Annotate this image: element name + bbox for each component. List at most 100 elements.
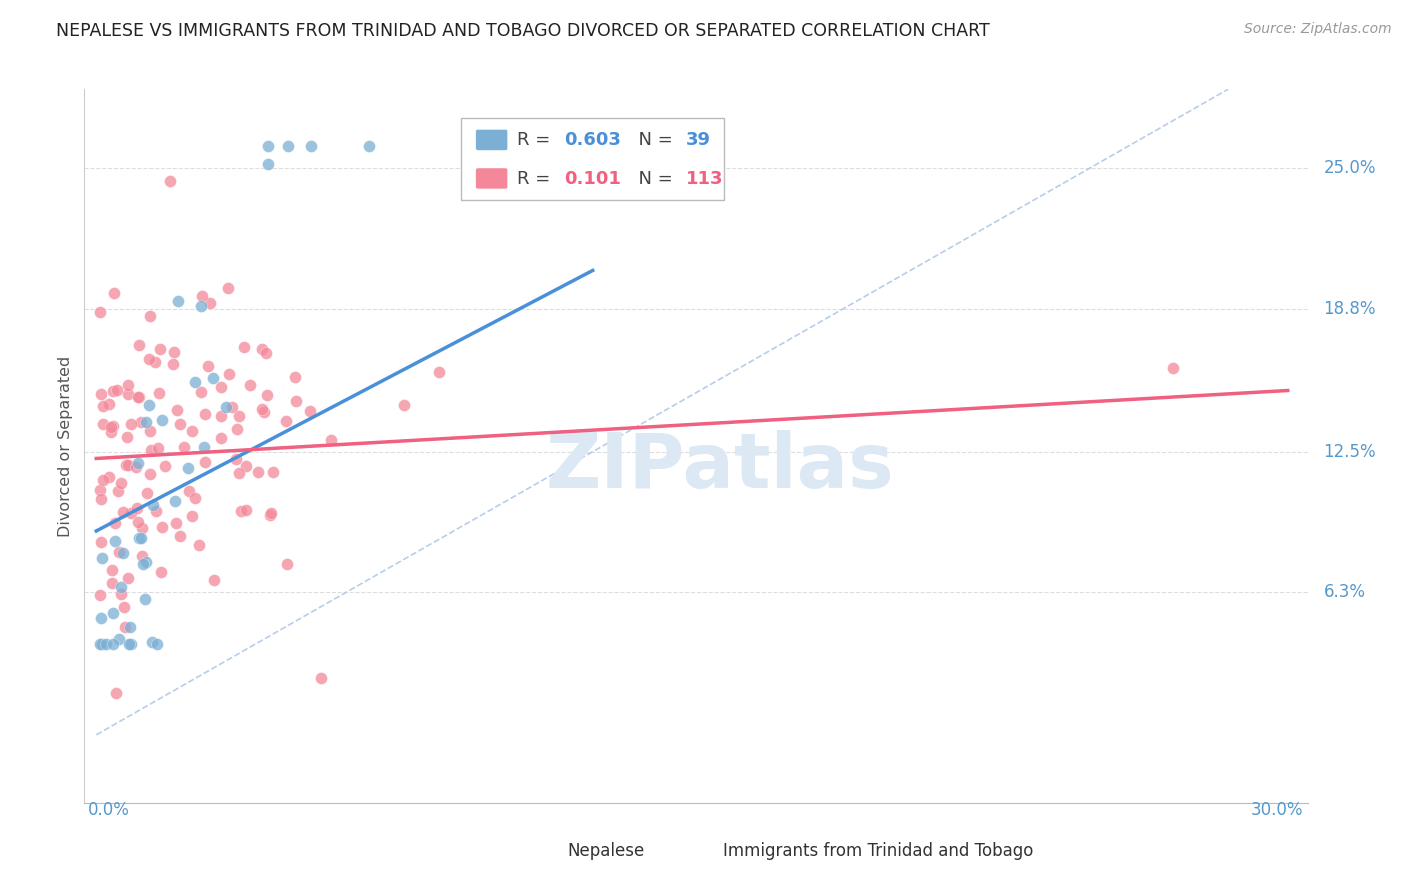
Point (103, 285, 125, 300)
Point (190, 385, 212, 400)
Point (309, 671, 332, 685)
FancyBboxPatch shape (675, 842, 707, 865)
Point (359, 138, 381, 153)
Point (166, 402, 188, 417)
Point (256, 388, 278, 402)
Point (112, 599, 135, 614)
Point (209, 431, 232, 445)
Point (250, 402, 273, 417)
Point (110, 580, 132, 594)
Point (276, 414, 298, 428)
Point (90, 535, 112, 549)
Text: 39: 39 (686, 131, 711, 149)
Point (225, 451, 247, 466)
Point (127, 390, 149, 404)
Point (162, 357, 184, 371)
Point (91, 473, 114, 487)
Point (117, 377, 139, 392)
Point (194, 455, 217, 469)
Point (142, 498, 165, 512)
Point (253, 405, 276, 419)
Point (89, 637, 111, 651)
Point (148, 385, 170, 400)
Text: Immigrants from Trinidad and Tobago: Immigrants from Trinidad and Tobago (723, 842, 1033, 860)
FancyBboxPatch shape (461, 118, 724, 200)
Point (112, 505, 135, 519)
Point (141, 442, 163, 457)
Point (299, 138, 322, 153)
Point (250, 342, 273, 356)
Text: 0.101: 0.101 (564, 170, 620, 188)
Point (198, 296, 221, 310)
Point (107, 483, 129, 498)
Point (131, 521, 153, 535)
Point (235, 502, 257, 516)
Point (233, 340, 256, 354)
Point (197, 359, 219, 373)
FancyBboxPatch shape (475, 129, 508, 151)
Point (100, 420, 122, 434)
Point (117, 571, 139, 585)
Point (150, 565, 173, 579)
Text: N =: N = (627, 131, 679, 149)
Text: Source: ZipAtlas.com: Source: ZipAtlas.com (1244, 22, 1392, 37)
Point (90, 611, 112, 625)
Point (139, 424, 162, 438)
Text: Nepalese: Nepalese (568, 842, 645, 860)
Point (202, 573, 225, 587)
Point (319, 433, 342, 447)
Point (173, 440, 195, 454)
Point (91, 417, 114, 431)
Point (277, 138, 299, 153)
Point (177, 461, 200, 475)
Point (110, 475, 132, 490)
Point (127, 516, 149, 530)
Point (108, 545, 131, 559)
Point (101, 563, 124, 577)
Point (103, 384, 125, 398)
Point (239, 378, 262, 392)
Point (159, 174, 181, 188)
Point (101, 637, 124, 651)
Point (131, 532, 153, 546)
Point (217, 281, 239, 295)
Point (254, 346, 277, 360)
Point (127, 456, 149, 470)
Point (107, 632, 129, 646)
Point (117, 430, 139, 444)
Point (259, 508, 281, 523)
Point (181, 424, 204, 438)
Point (135, 415, 157, 429)
Point (276, 557, 298, 571)
Point (90, 387, 112, 401)
FancyBboxPatch shape (522, 842, 554, 865)
Point (91, 399, 114, 413)
Point (166, 293, 188, 308)
Point (190, 299, 212, 313)
Text: 30.0%: 30.0% (1251, 800, 1303, 819)
Point (128, 531, 150, 545)
Text: R =: R = (517, 170, 562, 188)
Point (284, 370, 307, 384)
Point (201, 371, 224, 385)
Point (215, 400, 238, 414)
Point (148, 441, 170, 455)
Point (165, 493, 187, 508)
Point (134, 592, 156, 607)
Point (117, 386, 139, 401)
Point (131, 549, 153, 563)
Point (193, 440, 215, 454)
Y-axis label: Divorced or Separated: Divorced or Separated (58, 355, 73, 537)
Point (184, 375, 207, 389)
Point (183, 491, 205, 505)
Text: 18.8%: 18.8% (1323, 300, 1376, 318)
Text: NEPALESE VS IMMIGRANTS FROM TRINIDAD AND TOBAGO DIVORCED OR SEPARATED CORRELATIO: NEPALESE VS IMMIGRANTS FROM TRINIDAD AND… (56, 22, 990, 40)
Point (256, 157, 278, 171)
Point (104, 533, 127, 548)
Point (103, 606, 125, 620)
Point (98, 470, 121, 484)
Point (1161, 360, 1184, 375)
Point (143, 355, 166, 369)
Point (145, 504, 167, 518)
Point (89, 305, 111, 319)
